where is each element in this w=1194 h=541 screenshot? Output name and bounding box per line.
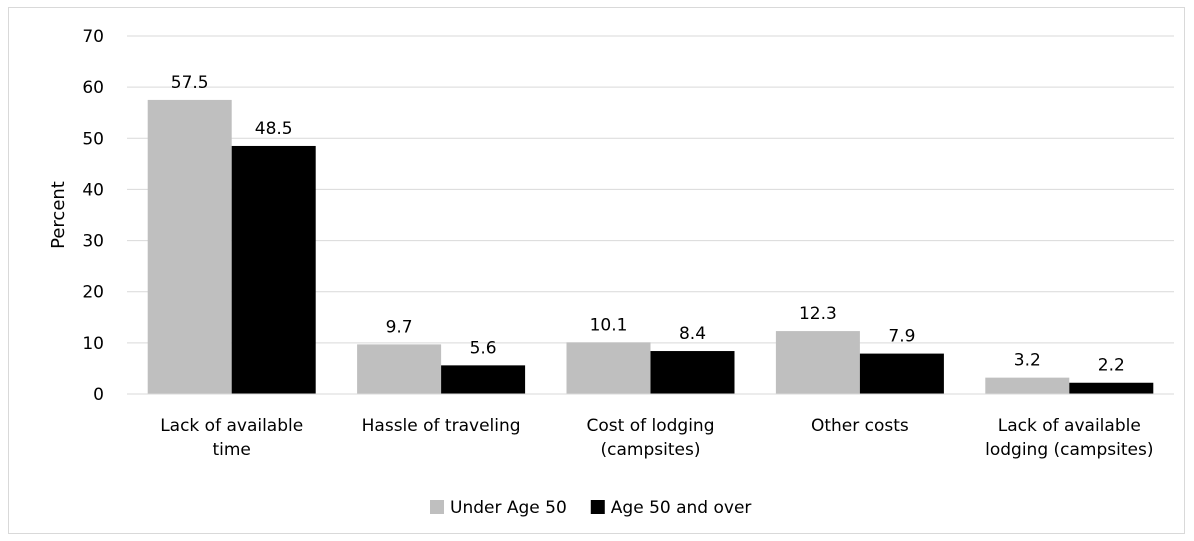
y-tick-label: 70 [82, 27, 104, 47]
bar-under-50 [357, 344, 442, 394]
x-tick-label: Other costs [811, 416, 909, 436]
x-tick-label: time [212, 440, 250, 460]
legend-swatch-50-and-over [590, 500, 605, 514]
data-label: 7.9 [888, 327, 915, 347]
data-label: 10.1 [590, 315, 628, 335]
bar-50-and-over [231, 145, 316, 394]
bar-50-and-over [441, 365, 526, 394]
data-label: 5.6 [470, 338, 497, 358]
bar-50-and-over [650, 351, 735, 394]
bar-under-50 [147, 99, 232, 394]
data-label: 2.2 [1098, 356, 1125, 376]
y-tick-label: 0 [93, 385, 104, 405]
bar-under-50 [566, 342, 651, 394]
x-tick-label: Hassle of traveling [362, 416, 521, 436]
x-tick-label: Lack of available [160, 416, 303, 436]
y-tick-label: 60 [82, 78, 104, 98]
x-tick-label: (campsites) [601, 440, 701, 460]
legend-label-under-50: Under Age 50 [450, 498, 567, 518]
data-label: 8.4 [679, 324, 706, 344]
bar-50-and-over [859, 353, 944, 394]
bar-under-50 [775, 331, 860, 394]
x-tick-label: Cost of lodging [587, 416, 715, 436]
bar-under-50 [985, 377, 1070, 394]
data-label: 9.7 [386, 317, 413, 337]
y-tick-label: 20 [82, 283, 104, 303]
y-tick-label: 30 [82, 232, 104, 252]
bar-50-and-over [1069, 382, 1154, 394]
y-axis-title: Percent [48, 181, 69, 249]
legend-label-50-and-over: Age 50 and over [611, 498, 752, 518]
data-label: 57.5 [171, 73, 209, 93]
legend-swatch-under-50 [430, 500, 444, 514]
data-label: 12.3 [799, 304, 837, 324]
x-tick-label: lodging (campsites) [985, 440, 1153, 460]
data-label: 3.2 [1014, 351, 1041, 371]
y-tick-label: 10 [82, 334, 104, 354]
data-label: 48.5 [255, 119, 293, 139]
x-tick-label: Lack of available [998, 416, 1141, 436]
y-tick-label: 40 [82, 180, 104, 200]
y-tick-label: 50 [82, 129, 104, 149]
